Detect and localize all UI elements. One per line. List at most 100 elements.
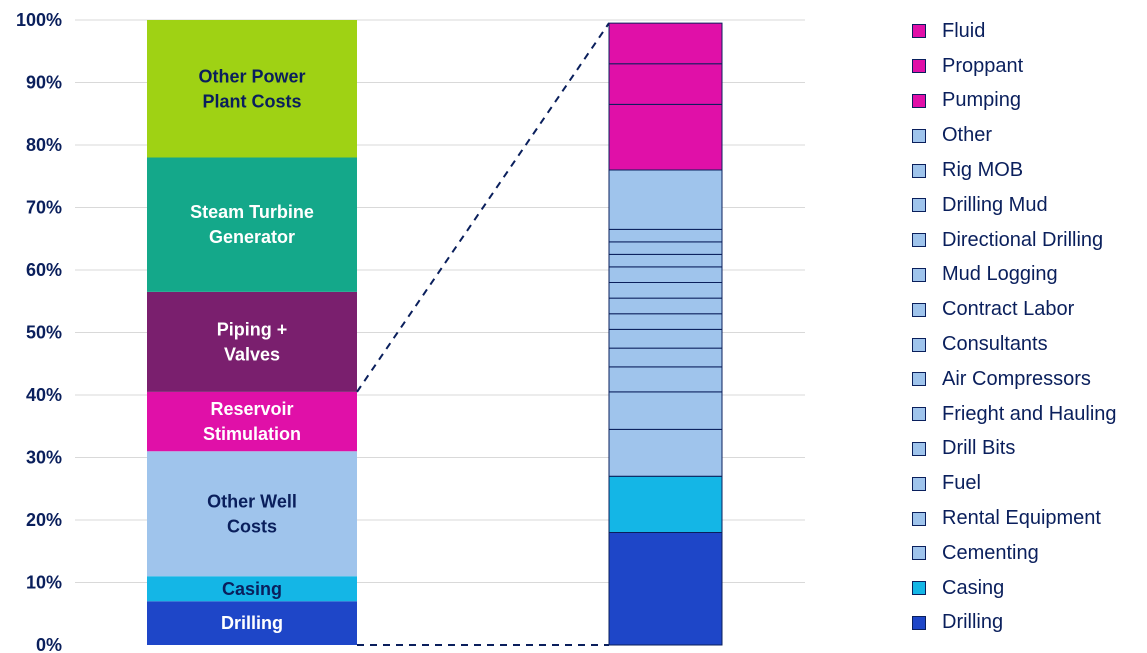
- legend-label: Fuel: [942, 472, 981, 495]
- bar2-segment-drilling-mud: [608, 241, 723, 255]
- legend-item-frieght-and-hauling: Frieght and Hauling: [912, 397, 1147, 432]
- legend-item-drilling-mud: Drilling Mud: [912, 188, 1147, 223]
- legend-item-air-compressors: Air Compressors: [912, 362, 1147, 397]
- legend-item-fuel: Fuel: [912, 466, 1147, 501]
- legend-swatch: [912, 546, 926, 561]
- legend-swatch: [912, 233, 926, 248]
- legend-label: Proppant: [942, 54, 1024, 77]
- legend-item-fluid: Fluid: [912, 14, 1147, 49]
- legend-label: Rental Equipment: [942, 507, 1101, 530]
- y-tick-label: 10%: [26, 573, 62, 593]
- bar2-segment-drilling: [608, 532, 723, 646]
- legend-swatch: [912, 93, 926, 108]
- segment-label-steam-turbine-generator: Steam Turbine: [190, 202, 314, 222]
- y-tick-label: 20%: [26, 510, 62, 530]
- legend-item-mud-logging: Mud Logging: [912, 258, 1147, 293]
- legend-swatch: [912, 302, 926, 317]
- legend-item-rental-equipment: Rental Equipment: [912, 501, 1147, 536]
- bar2-segment-rig-mob: [608, 228, 723, 243]
- legend-label: Cementing: [942, 541, 1039, 564]
- legend-swatch: [912, 163, 926, 178]
- legend-swatch: [912, 372, 926, 387]
- legend-item-consultants: Consultants: [912, 327, 1147, 362]
- legend-label: Drill Bits: [942, 437, 1016, 460]
- segment-label-other-well-costs: Other Well: [207, 491, 297, 511]
- bar2-segment-fuel: [608, 366, 723, 393]
- legend-label: Fluid: [942, 19, 986, 42]
- legend-swatch: [912, 407, 926, 422]
- legend-item-contract-labor: Contract Labor: [912, 292, 1147, 327]
- legend: Fluid Proppant Pumping Other Rig MOB Drilling…: [912, 14, 1147, 640]
- bar1-segment-other-power-plant-costs: [147, 20, 357, 158]
- bar1-segment-steam-turbine-generator: [147, 157, 357, 292]
- legend-item-drill-bits: Drill Bits: [912, 432, 1147, 467]
- bar2-segment-other: [608, 169, 723, 230]
- legend-swatch: [912, 198, 926, 213]
- bar2-segment-drill-bits: [608, 347, 723, 368]
- legend-swatch: [912, 441, 926, 456]
- legend-label: Directional Drilling: [942, 228, 1104, 251]
- legend-label: Mud Logging: [942, 263, 1058, 286]
- legend-label: Pumping: [942, 89, 1021, 112]
- legend-swatch: [912, 476, 926, 491]
- y-tick-label: 100%: [16, 10, 62, 30]
- legend-label: Contract Labor: [942, 298, 1075, 321]
- legend-item-directional-drilling: Directional Drilling: [912, 223, 1147, 258]
- segment-label-steam-turbine-generator: Generator: [209, 227, 295, 247]
- y-tick-label: 40%: [26, 385, 62, 405]
- legend-item-drilling: Drilling: [912, 606, 1147, 641]
- legend-label: Casing: [942, 576, 1005, 599]
- segment-label-reservoir-stimulation: Reservoir: [210, 399, 293, 419]
- legend-item-cementing: Cementing: [912, 536, 1147, 571]
- segment-label-drilling: Drilling: [221, 613, 283, 633]
- bar2-segment-proppant: [608, 63, 723, 105]
- bar2-segment-mud-logging: [608, 266, 723, 283]
- bar2-segment-air-compressors: [608, 313, 723, 330]
- bar2-segment-rental-equipment: [608, 391, 723, 430]
- legend-label: Drilling: [942, 611, 1004, 634]
- legend-item-casing: Casing: [912, 571, 1147, 606]
- y-tick-label: 30%: [26, 448, 62, 468]
- legend-swatch: [912, 615, 926, 630]
- y-tick-label: 70%: [26, 198, 62, 218]
- legend-label: Drilling Mud: [942, 193, 1048, 216]
- stacked-bar-chart: 0% 10% 20% 30% 40% 50% 60% 70% 80% 90% 100% Drillin…: [16, 10, 805, 653]
- bar2-segment-consultants: [608, 297, 723, 315]
- segment-label-piping-valves: Valves: [224, 344, 280, 364]
- legend-label: Other: [942, 124, 993, 147]
- legend-item-pumping: Pumping: [912, 84, 1147, 119]
- legend-swatch: [912, 267, 926, 282]
- y-tick-label: 80%: [26, 135, 62, 155]
- bar2-segment-directional-drilling: [608, 253, 723, 268]
- y-tick-label: 0%: [36, 635, 62, 653]
- legend-label: Consultants: [942, 333, 1048, 356]
- bar1-segment-reservoir-stimulation: [147, 391, 357, 452]
- bar2-segment-cementing: [608, 428, 723, 477]
- legend-label: Rig MOB: [942, 159, 1024, 182]
- y-tick-label: 60%: [26, 260, 62, 280]
- bar1-segment-drilling: [147, 601, 357, 645]
- bar2-segment-fluid: [608, 22, 723, 65]
- segment-label-casing: Casing: [222, 579, 282, 599]
- y-tick-label: 90%: [26, 73, 62, 93]
- legend-swatch: [912, 337, 926, 352]
- legend-item-rig-mob: Rig MOB: [912, 153, 1147, 188]
- bar1-segment-other-well-costs: [147, 451, 357, 577]
- bar2-segment-frieght-and-hauling: [608, 328, 723, 349]
- y-tick-label: 50%: [26, 323, 62, 343]
- legend-label: Air Compressors: [942, 367, 1091, 390]
- legend-swatch: [912, 24, 926, 39]
- legend-label: Frieght and Hauling: [942, 402, 1117, 425]
- bar2-segment-contract-labor: [608, 282, 723, 299]
- legend-swatch: [912, 59, 926, 74]
- bar1-segment-piping-valves: [147, 291, 357, 392]
- legend-item-other: Other: [912, 118, 1147, 153]
- legend-item-proppant: Proppant: [912, 49, 1147, 84]
- segment-label-other-well-costs: Costs: [227, 516, 277, 536]
- segment-label-other-power-plant-costs: Other Power: [198, 66, 305, 86]
- segment-label-reservoir-stimulation: Stimulation: [203, 424, 301, 444]
- legend-swatch: [912, 511, 926, 526]
- bar2-segment-pumping: [608, 103, 723, 171]
- legend-swatch: [912, 581, 926, 596]
- segment-label-piping-valves: Piping +: [217, 319, 288, 339]
